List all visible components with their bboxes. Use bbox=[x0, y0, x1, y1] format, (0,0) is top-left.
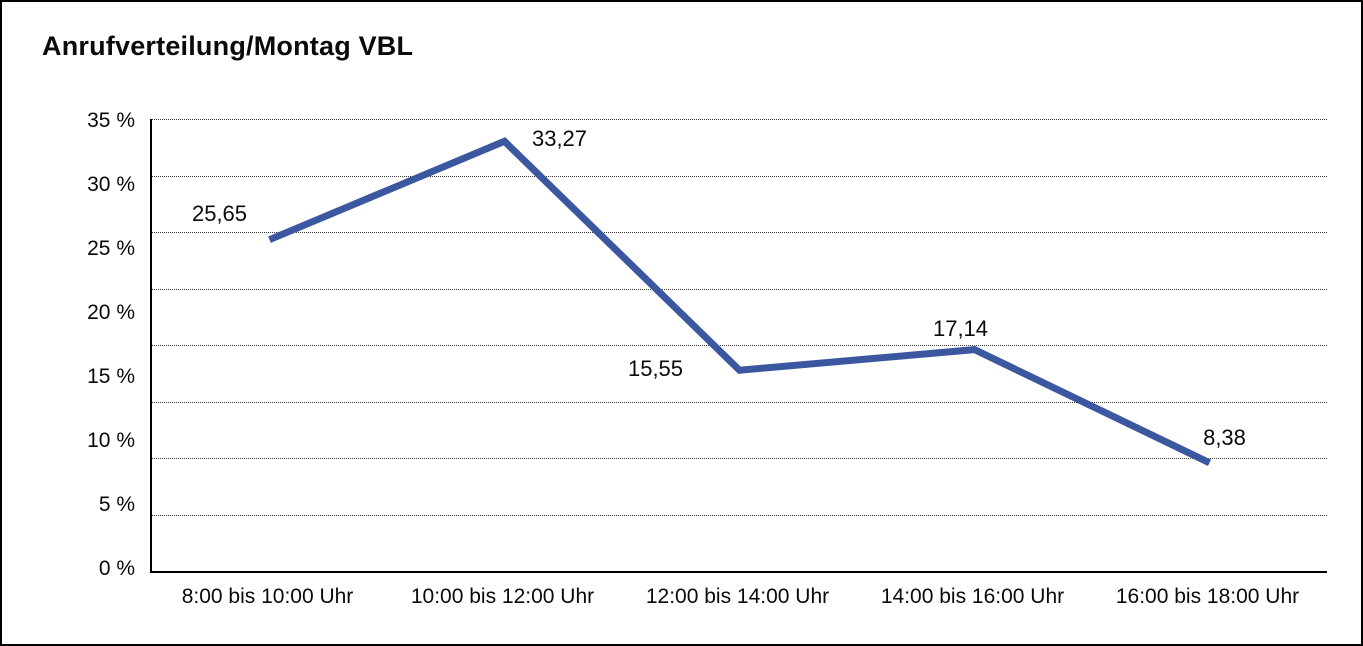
gridline bbox=[152, 288, 1327, 290]
data-label: 8,38 bbox=[1203, 424, 1246, 450]
data-label: 25,65 bbox=[191, 200, 248, 226]
y-tick-label: 35 % bbox=[87, 109, 135, 132]
gridline bbox=[152, 458, 1327, 459]
gridline bbox=[152, 119, 1327, 120]
y-tick-label: 25 % bbox=[87, 237, 135, 260]
y-tick-label: 20 % bbox=[87, 301, 135, 324]
gridline bbox=[152, 232, 1327, 233]
y-tick-label: 15 % bbox=[87, 365, 135, 388]
data-label: 15,55 bbox=[627, 356, 684, 382]
x-tick-label: 14:00 bis 16:00 Uhr bbox=[880, 585, 1065, 608]
series-line bbox=[268, 137, 1212, 466]
gridline bbox=[152, 401, 1327, 403]
x-tick-label: 12:00 bis 14:00 Uhr bbox=[645, 585, 830, 608]
y-tick-label: 0 % bbox=[98, 557, 135, 580]
y-tick-label: 10 % bbox=[87, 429, 135, 452]
x-tick-label: 10:00 bis 12:00 Uhr bbox=[410, 585, 595, 608]
x-tick-label: 16:00 bis 18:00 Uhr bbox=[1115, 585, 1300, 608]
x-tick-label: 8:00 bis 10:00 Uhr bbox=[181, 585, 354, 608]
line-chart-canvas bbox=[268, 137, 1212, 466]
data-label: 33,27 bbox=[531, 126, 588, 152]
data-label: 17,14 bbox=[932, 315, 989, 341]
chart-title: Anrufverteilung/Montag VBL bbox=[42, 31, 414, 61]
gridline bbox=[152, 175, 1327, 177]
y-tick-label: 5 % bbox=[98, 493, 135, 516]
gridline bbox=[152, 514, 1327, 516]
gridline bbox=[152, 345, 1327, 346]
y-tick-label: 30 % bbox=[87, 173, 135, 196]
plot-area bbox=[150, 119, 1327, 573]
